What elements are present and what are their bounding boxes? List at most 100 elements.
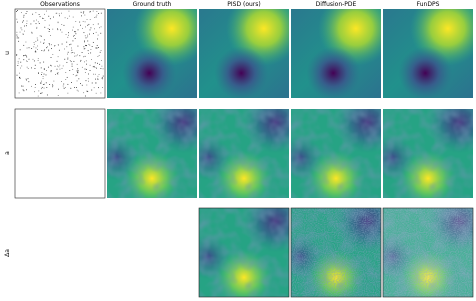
observation-dot (100, 60, 102, 62)
observation-dot (74, 52, 75, 54)
observation-dot (45, 74, 47, 76)
observation-dot (83, 92, 85, 94)
observation-dot (88, 23, 90, 25)
observation-dot (61, 81, 62, 82)
observation-dot (76, 80, 78, 82)
observation-dot (64, 58, 66, 60)
observation-dot (75, 33, 77, 35)
observation-dot (82, 20, 84, 22)
observation-dot (57, 65, 59, 67)
observation-dot (20, 12, 22, 14)
observation-dot (74, 55, 76, 57)
observation-dot (84, 21, 86, 23)
observation-dot (69, 70, 71, 71)
observation-dot (42, 78, 44, 80)
observation-dot (57, 95, 59, 96)
observation-dot (99, 51, 101, 53)
observation-dot (16, 37, 18, 39)
observation-dot (81, 52, 83, 53)
observation-dot (95, 78, 96, 80)
panel-frame (198, 207, 290, 298)
observation-dot (32, 13, 34, 15)
observation-dot (77, 45, 79, 47)
row-label: a (4, 151, 11, 155)
observation-dot (67, 17, 69, 19)
observation-dot (43, 18, 45, 19)
field-image (383, 208, 473, 297)
observation-dot (90, 27, 92, 29)
observation-dot (89, 11, 90, 13)
observation-dot (81, 66, 83, 68)
observation-dot (23, 14, 25, 16)
observation-dot (42, 84, 44, 85)
observation-dot (19, 76, 21, 78)
observation-dot (59, 68, 61, 70)
observation-dot (28, 58, 30, 60)
observation-dot (41, 88, 42, 90)
panel-frame (382, 207, 474, 298)
observation-dot (68, 10, 70, 12)
observation-dot (32, 58, 34, 60)
observation-dot (46, 94, 48, 96)
observation-dot (42, 76, 44, 77)
observation-dot (43, 50, 45, 52)
observation-dot (91, 46, 93, 47)
observation-dot (84, 68, 86, 70)
observation-dot (48, 15, 50, 17)
observation-dot (87, 78, 89, 80)
observation-dot (63, 83, 65, 85)
observation-dot (100, 12, 102, 14)
observation-dot (21, 85, 22, 87)
observation-dot (61, 31, 63, 33)
observation-dot (35, 40, 37, 42)
observation-dot (61, 43, 63, 45)
observation-dot (19, 77, 21, 79)
observation-dot (22, 20, 24, 22)
observation-dot (98, 87, 99, 89)
observation-dot (42, 17, 43, 19)
observation-dot (97, 77, 99, 79)
observation-dot (66, 76, 68, 78)
observation-dot (26, 55, 27, 57)
observation-dot (89, 44, 91, 46)
observation-dot (87, 24, 89, 26)
observation-dot (25, 41, 27, 43)
observation-dot (84, 95, 86, 97)
observation-dot (51, 84, 53, 85)
observation-dot (79, 61, 81, 62)
observation-dot (84, 61, 85, 63)
observation-dot (72, 52, 74, 53)
observation-dot (94, 62, 96, 64)
observation-dot (46, 70, 47, 72)
observation-dot (31, 31, 33, 33)
observation-dot (84, 55, 86, 57)
observation-dot (44, 83, 45, 85)
observation-dot (57, 73, 59, 75)
observation-dot (100, 26, 102, 28)
observation-dot (57, 29, 59, 31)
observation-dot (38, 14, 40, 16)
observation-dot (26, 47, 28, 49)
observation-dot (72, 36, 74, 38)
observation-dot (64, 17, 66, 19)
observation-dot (50, 64, 52, 66)
observation-dot (19, 49, 21, 51)
observation-dot (69, 44, 71, 46)
observation-dot (87, 36, 89, 38)
observation-dot (63, 24, 65, 26)
observation-dot (18, 40, 20, 42)
empty-panel (14, 108, 106, 199)
observation-dot (40, 67, 42, 69)
observation-dot (16, 31, 18, 33)
observation-dot (55, 12, 57, 14)
observation-dot (46, 47, 47, 49)
observation-dot (33, 60, 35, 62)
observation-dot (76, 54, 78, 56)
panel-frame (290, 207, 382, 298)
row-labels: u a Δa (4, 51, 11, 257)
observation-dot (39, 16, 41, 18)
observation-dot (20, 67, 21, 69)
observation-dot (48, 50, 50, 52)
observation-dot (91, 89, 93, 91)
